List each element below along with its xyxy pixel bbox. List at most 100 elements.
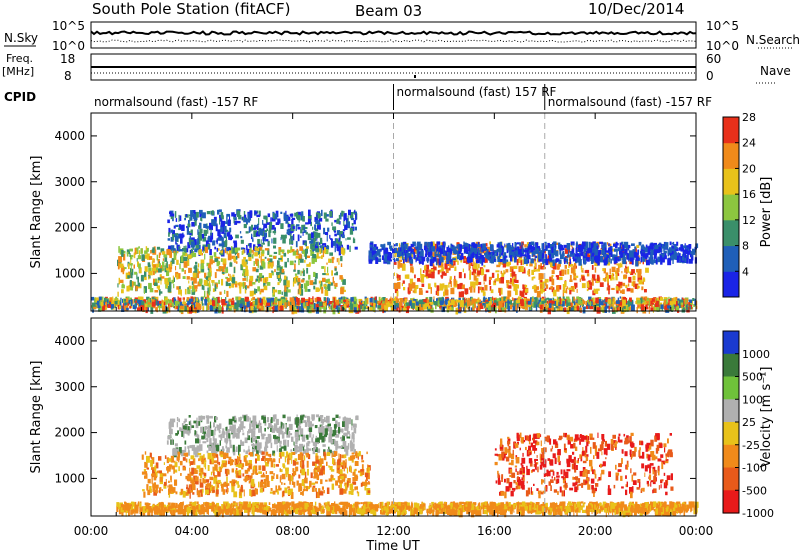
heatmap-cell	[288, 217, 290, 221]
heatmap-cell	[163, 254, 167, 257]
heatmap-cell	[256, 215, 260, 218]
heatmap-cell	[506, 243, 510, 250]
heatmap-cell	[524, 259, 528, 265]
heatmap-cell	[404, 244, 406, 250]
heatmap-cell	[184, 419, 187, 422]
heatmap-cell	[449, 307, 451, 311]
heatmap-cell	[312, 417, 314, 421]
heatmap-cell	[104, 298, 107, 302]
heatmap-cell	[216, 225, 218, 231]
heatmap-cell	[468, 257, 470, 259]
heatmap-cell	[327, 235, 328, 242]
heatmap-cell	[273, 415, 275, 422]
heatmap-cell	[334, 273, 338, 275]
heatmap-cell	[164, 257, 167, 262]
colorbar-tick-label: 12	[742, 214, 756, 227]
nsearch-trace	[91, 40, 696, 42]
heatmap-cell	[353, 228, 354, 231]
heatmap-cell	[343, 221, 344, 226]
heatmap-cell	[524, 267, 525, 269]
heatmap-cell	[327, 267, 328, 273]
heatmap-cell	[332, 302, 334, 308]
colorbar-tick-label: 8	[742, 240, 749, 253]
heatmap-cell	[130, 273, 132, 279]
heatmap-cell	[595, 298, 599, 304]
heatmap-cell	[268, 423, 272, 428]
heatmap-cell	[384, 305, 388, 311]
heatmap-cell	[486, 269, 490, 272]
heatmap-cell	[397, 282, 400, 289]
heatmap-cell	[256, 425, 259, 429]
heatmap-cell	[190, 236, 191, 240]
heatmap-cell	[241, 240, 244, 244]
heatmap-cell	[173, 284, 174, 288]
heatmap-cell	[428, 283, 431, 289]
heatmap-cell	[222, 242, 224, 247]
heatmap-cell	[535, 254, 536, 260]
heatmap-cell	[420, 268, 421, 274]
heatmap-cell	[670, 242, 672, 246]
heatmap-cell	[134, 253, 136, 258]
heatmap-cell	[432, 246, 436, 252]
heatmap-cell	[503, 270, 504, 275]
heatmap-cell	[176, 235, 178, 242]
heatmap-cell	[520, 253, 523, 256]
nsky-label: N.Sky	[4, 31, 38, 45]
heatmap-cell	[202, 306, 204, 311]
heatmap-cell	[158, 280, 160, 283]
heatmap-cell	[537, 291, 541, 298]
heatmap-cell	[521, 291, 524, 297]
heatmap-cell	[531, 242, 535, 246]
heatmap-cell	[150, 288, 154, 292]
heatmap-cell	[631, 243, 635, 246]
heatmap-cell	[259, 420, 260, 426]
heatmap-cell	[171, 230, 174, 233]
heatmap-cell	[254, 261, 255, 266]
heatmap-cell	[323, 250, 324, 257]
heatmap-cell	[473, 248, 476, 252]
heatmap-cell	[290, 250, 292, 253]
heatmap-cell	[553, 304, 556, 306]
heatmap-cell	[236, 433, 240, 439]
heatmap-cell	[529, 264, 532, 267]
heatmap-cell	[287, 440, 289, 447]
heatmap-cell	[329, 211, 332, 217]
heatmap-cell	[240, 421, 244, 428]
heatmap-cell	[316, 287, 319, 292]
heatmap-cell	[253, 416, 257, 422]
heatmap-cell	[592, 280, 594, 286]
heatmap-cell	[196, 212, 199, 218]
heatmap-cell	[685, 300, 686, 304]
heatmap-cell	[236, 300, 239, 307]
heatmap-cell	[375, 297, 377, 301]
heatmap-cell	[134, 265, 136, 269]
heatmap-cell	[532, 303, 533, 307]
heatmap-cell	[576, 300, 578, 303]
heatmap-cell	[342, 250, 345, 255]
heatmap-cell	[473, 282, 476, 289]
heatmap-cell	[476, 308, 478, 313]
heatmap-cell	[309, 441, 311, 444]
heatmap-cell	[556, 275, 558, 277]
heatmap-cell	[512, 269, 514, 273]
heatmap-cell	[215, 284, 217, 291]
heatmap-cell	[195, 262, 197, 265]
heatmap-cell	[167, 440, 169, 444]
heatmap-cell	[174, 234, 175, 238]
heatmap-cell	[469, 274, 471, 280]
heatmap-cell	[199, 416, 203, 420]
heatmap-cell	[124, 303, 125, 306]
heatmap-cell	[417, 242, 421, 247]
cpid-segment-label: normalsound (fast) -157 RF	[94, 95, 258, 109]
heatmap-cell	[420, 274, 424, 278]
heatmap-cell	[445, 299, 448, 304]
heatmap-cell	[206, 226, 209, 229]
heatmap-cell	[618, 273, 620, 276]
colorbar-swatch	[723, 168, 739, 194]
heatmap-cell	[463, 242, 464, 246]
heatmap-cell	[552, 270, 555, 274]
heatmap-cell	[399, 263, 403, 268]
heatmap-cell	[360, 305, 362, 310]
heatmap-cell	[273, 246, 276, 249]
heatmap-cell	[340, 231, 343, 234]
